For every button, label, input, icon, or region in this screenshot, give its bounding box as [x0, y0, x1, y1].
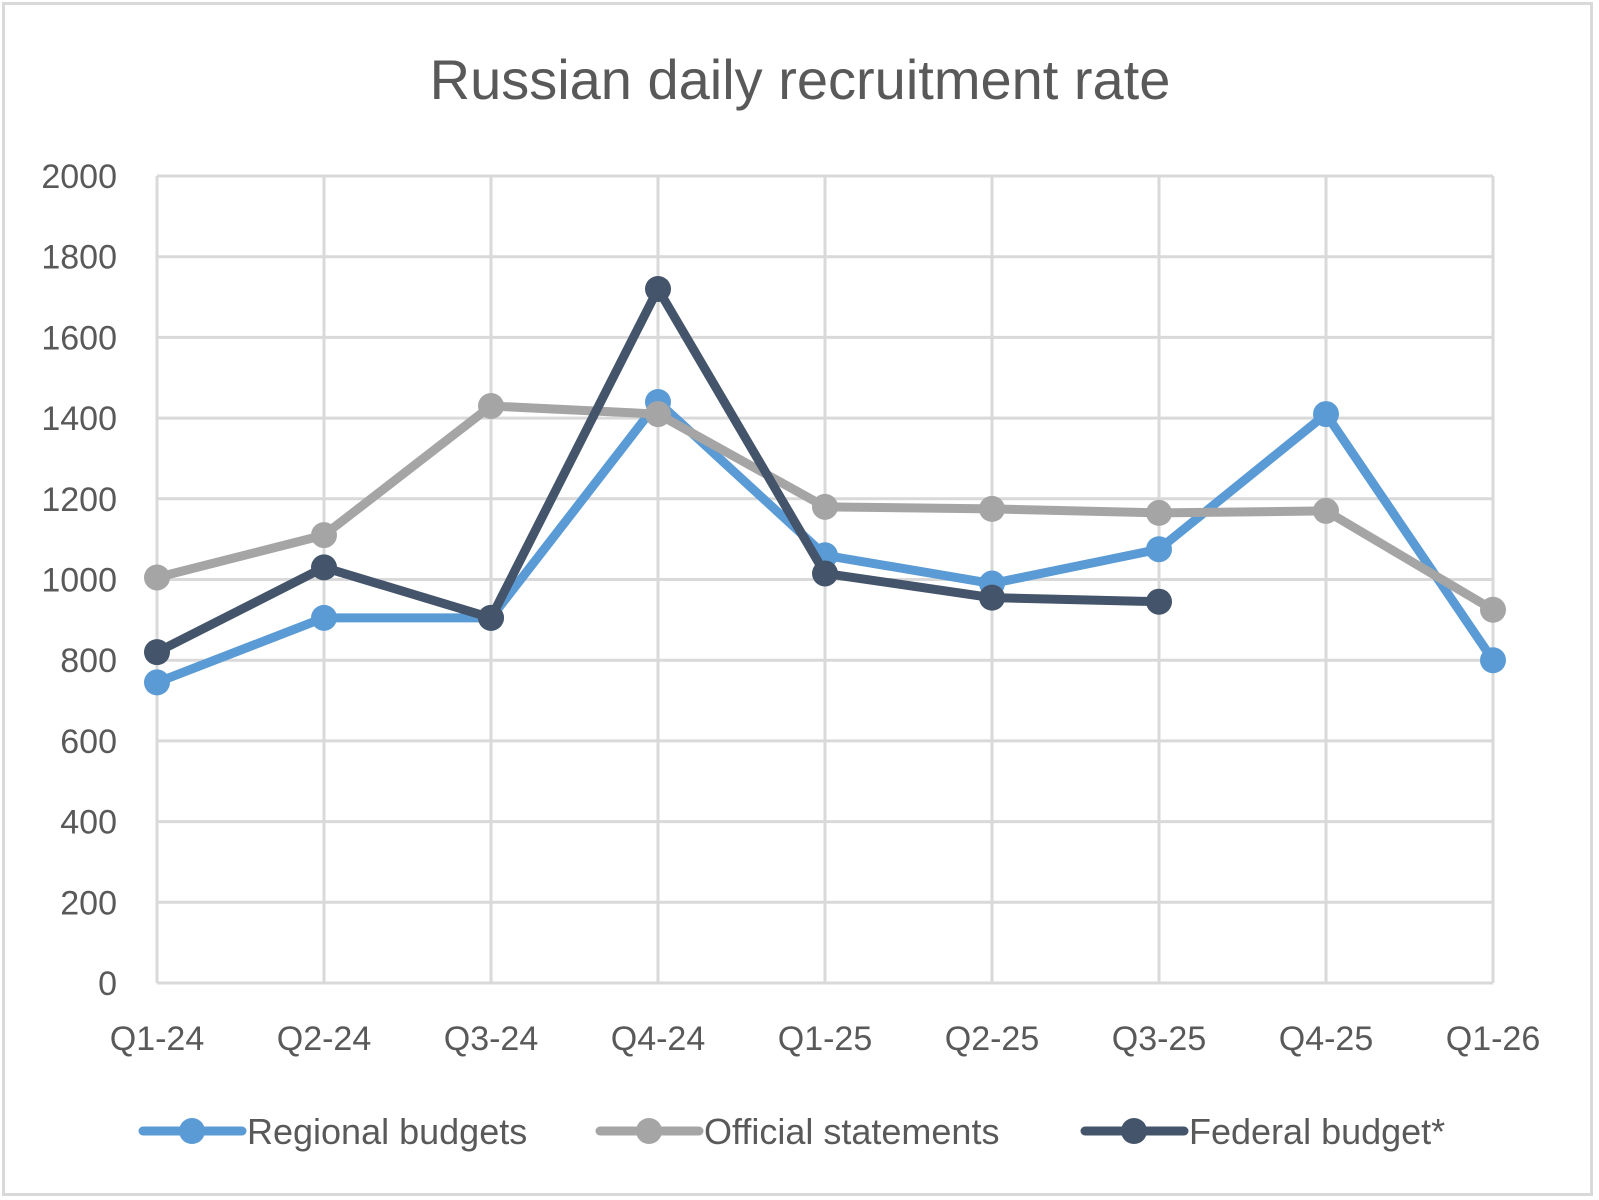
data-point [1480, 596, 1506, 623]
x-tick-label: Q1-24 [110, 1020, 205, 1058]
data-point [1146, 588, 1172, 615]
data-point [1146, 536, 1172, 563]
series-1 [144, 392, 1506, 623]
data-point [1146, 499, 1172, 526]
x-tick-label: Q4-24 [611, 1020, 706, 1058]
legend: Regional budgets Official statements Feder… [138, 1111, 1445, 1152]
data-point [645, 275, 671, 302]
data-point [1313, 401, 1339, 428]
legend-entry-2: Federal budget* [1080, 1111, 1445, 1152]
legend-label: Federal budget* [1189, 1111, 1445, 1152]
y-tick-label: 1800 [41, 239, 117, 277]
data-point [144, 669, 170, 696]
data-point [144, 564, 170, 591]
legend-entry-1: Official statements [595, 1111, 999, 1152]
data-point [979, 495, 1005, 522]
data-point [812, 560, 838, 587]
y-tick-label: 800 [60, 642, 117, 680]
x-tick-label: Q3-24 [444, 1020, 539, 1058]
y-axis: 0 200 400 600 800 1000 1200 1400 1600 1800 2000 [41, 158, 117, 1003]
data-point [144, 639, 170, 666]
data-point [311, 604, 337, 631]
y-tick-label: 1600 [41, 319, 117, 357]
data-point [311, 554, 337, 581]
x-tick-label: Q2-24 [277, 1020, 372, 1058]
x-tick-label: Q3-25 [1112, 1020, 1207, 1058]
data-point [1313, 497, 1339, 524]
data-point [478, 604, 504, 631]
y-tick-label: 2000 [41, 158, 117, 196]
x-tick-label: Q1-26 [1446, 1020, 1541, 1058]
data-point [311, 522, 337, 549]
y-tick-label: 1400 [41, 400, 117, 438]
x-tick-label: Q4-25 [1279, 1020, 1374, 1058]
x-tick-label: Q2-25 [945, 1020, 1040, 1058]
x-tick-label: Q1-25 [778, 1020, 873, 1058]
data-point [812, 493, 838, 520]
legend-label: Regional budgets [247, 1111, 527, 1152]
series-group [144, 275, 1506, 696]
data-point [645, 401, 671, 428]
series-2 [144, 275, 1172, 666]
y-tick-label: 1200 [41, 481, 117, 519]
data-point [478, 392, 504, 419]
data-point [1480, 647, 1506, 674]
x-axis: Q1-24 Q2-24 Q3-24 Q4-24 Q1-25 Q2-25 Q3-25 Q4-25… [110, 1020, 1541, 1058]
legend-marker [179, 1118, 205, 1144]
y-tick-label: 1000 [41, 562, 117, 600]
y-tick-label: 600 [60, 723, 117, 761]
legend-marker [1121, 1118, 1147, 1144]
y-tick-label: 200 [60, 884, 117, 922]
legend-marker [636, 1118, 662, 1144]
legend-entry-0: Regional budgets [138, 1111, 527, 1152]
legend-label: Official statements [704, 1111, 999, 1152]
y-tick-label: 400 [60, 804, 117, 842]
y-tick-label: 0 [98, 965, 117, 1003]
gridlines [155, 174, 1495, 985]
chart-title: Russian daily recruitment rate [430, 48, 1171, 111]
data-point [979, 584, 1005, 611]
